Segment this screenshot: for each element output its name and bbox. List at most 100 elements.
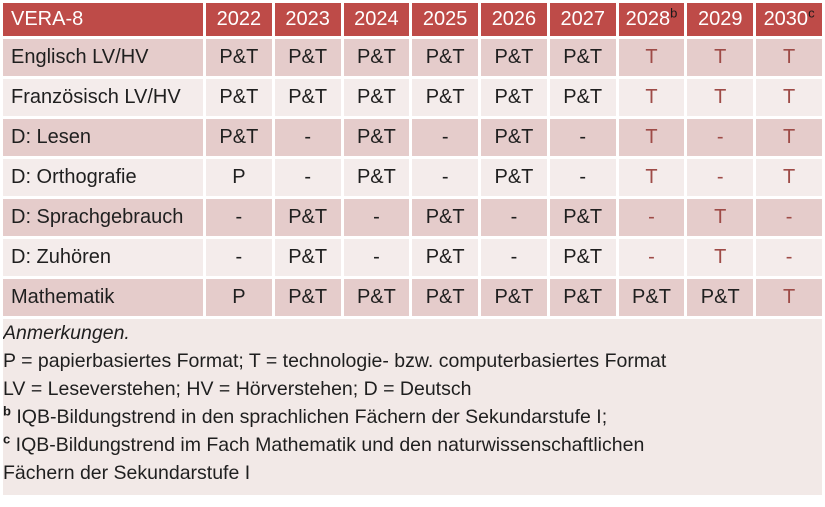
note-line: LV = Leseverstehen; HV = Hörverstehen; D… bbox=[3, 378, 472, 400]
format-cell: - bbox=[343, 239, 410, 276]
format-cell: P&T bbox=[412, 79, 479, 116]
table-row: D: Lesen P&T - P&T - P&T - T - T bbox=[3, 119, 822, 156]
format-cell: P&T bbox=[206, 119, 272, 156]
year-header: 2027 bbox=[549, 3, 616, 36]
row-label: Französisch LV/HV bbox=[3, 79, 203, 116]
format-cell: T bbox=[618, 79, 685, 116]
table-header-row: VERA-8 2022 2023 2024 2025 2026 2027 2028b 2029… bbox=[3, 3, 822, 36]
format-cell: P&T bbox=[618, 279, 685, 316]
format-cell: - bbox=[618, 239, 685, 276]
table-row: D: Sprachgebrauch - P&T - P&T - P&T - T - bbox=[3, 199, 822, 236]
format-cell: T bbox=[756, 159, 822, 196]
table-row: Französisch LV/HV P&T P&T P&T P&T P&T P&T T T T bbox=[3, 79, 822, 116]
format-cell: - bbox=[274, 159, 341, 196]
note-line: Fächern der Sekundarstufe I bbox=[3, 462, 251, 484]
format-cell: P&T bbox=[549, 39, 616, 76]
note-line: b IQB-Bildungstrend in den sprachlichen … bbox=[3, 403, 608, 429]
format-cell: - bbox=[481, 199, 547, 236]
format-cell: - bbox=[549, 159, 616, 196]
table-notes: Anmerkungen. P = papierbasiertes Format;… bbox=[3, 319, 822, 495]
format-cell: P&T bbox=[687, 279, 754, 316]
year-header: 2028b bbox=[618, 3, 685, 36]
format-cell: P&T bbox=[481, 279, 547, 316]
format-cell: - bbox=[687, 159, 754, 196]
year-header: 2029 bbox=[687, 3, 754, 36]
table-body: Englisch LV/HV P&T P&T P&T P&T P&T P&T T T T Franz… bbox=[3, 39, 822, 316]
format-cell: P&T bbox=[343, 279, 410, 316]
note-line: c IQB-Bildungstrend im Fach Mathematik u… bbox=[3, 431, 645, 457]
format-cell: P&T bbox=[274, 79, 341, 116]
notes-title: Anmerkungen. bbox=[3, 322, 130, 344]
year-header: 2022 bbox=[206, 3, 272, 36]
note-line: P = papierbasiertes Format; T = technolo… bbox=[3, 350, 667, 372]
note-footnote-marker: b bbox=[3, 403, 11, 419]
format-cell: - bbox=[343, 199, 410, 236]
format-cell: P&T bbox=[274, 39, 341, 76]
format-cell: P&T bbox=[481, 39, 547, 76]
format-cell: P&T bbox=[412, 279, 479, 316]
format-cell: T bbox=[618, 39, 685, 76]
format-cell: T bbox=[756, 39, 822, 76]
year-header: 2024 bbox=[343, 3, 410, 36]
table-row: D: Orthografie P - P&T - P&T - T - T bbox=[3, 159, 822, 196]
year-header: 2026 bbox=[481, 3, 547, 36]
format-cell: - bbox=[274, 119, 341, 156]
format-cell: P&T bbox=[549, 279, 616, 316]
format-cell: P&T bbox=[274, 199, 341, 236]
format-cell: P&T bbox=[343, 79, 410, 116]
format-cell: T bbox=[687, 239, 754, 276]
format-cell: P bbox=[206, 279, 272, 316]
table-corner-header: VERA-8 bbox=[3, 3, 203, 36]
format-cell: - bbox=[549, 119, 616, 156]
row-label: Englisch LV/HV bbox=[3, 39, 203, 76]
row-label: Mathematik bbox=[3, 279, 203, 316]
format-cell: - bbox=[618, 199, 685, 236]
table-row: Englisch LV/HV P&T P&T P&T P&T P&T P&T T T T bbox=[3, 39, 822, 76]
header-footnote-marker: b bbox=[670, 5, 678, 21]
table-row: Mathematik P P&T P&T P&T P&T P&T P&T P&T T bbox=[3, 279, 822, 316]
format-cell: P&T bbox=[412, 199, 479, 236]
format-cell: P&T bbox=[343, 39, 410, 76]
format-cell: - bbox=[756, 199, 822, 236]
format-cell: - bbox=[687, 119, 754, 156]
format-cell: T bbox=[687, 79, 754, 116]
row-label: D: Sprachgebrauch bbox=[3, 199, 203, 236]
format-cell: P&T bbox=[343, 119, 410, 156]
format-cell: P&T bbox=[343, 159, 410, 196]
format-cell: P&T bbox=[549, 199, 616, 236]
format-cell: P&T bbox=[274, 279, 341, 316]
format-cell: - bbox=[206, 199, 272, 236]
format-cell: - bbox=[206, 239, 272, 276]
format-cell: P&T bbox=[549, 239, 616, 276]
format-cell: T bbox=[756, 119, 822, 156]
year-header: 2030c bbox=[756, 3, 822, 36]
format-cell: T bbox=[618, 159, 685, 196]
format-cell: - bbox=[412, 159, 479, 196]
format-cell: P&T bbox=[206, 79, 272, 116]
format-cell: - bbox=[412, 119, 479, 156]
format-cell: P&T bbox=[481, 119, 547, 156]
note-footnote-marker: c bbox=[3, 431, 11, 447]
format-cell: - bbox=[481, 239, 547, 276]
format-cell: P&T bbox=[481, 79, 547, 116]
format-cell: P&T bbox=[274, 239, 341, 276]
format-cell: P&T bbox=[481, 159, 547, 196]
format-cell: P bbox=[206, 159, 272, 196]
row-label: D: Zuhören bbox=[3, 239, 203, 276]
notes-row: Anmerkungen. P = papierbasiertes Format;… bbox=[3, 319, 822, 495]
format-cell: - bbox=[756, 239, 822, 276]
format-cell: P&T bbox=[412, 39, 479, 76]
row-label: D: Lesen bbox=[3, 119, 203, 156]
format-cell: T bbox=[687, 199, 754, 236]
header-footnote-marker: c bbox=[808, 5, 815, 21]
format-cell: T bbox=[687, 39, 754, 76]
format-cell: P&T bbox=[206, 39, 272, 76]
format-cell: P&T bbox=[412, 239, 479, 276]
table-row: D: Zuhören - P&T - P&T - P&T - T - bbox=[3, 239, 822, 276]
format-cell: P&T bbox=[549, 79, 616, 116]
format-cell: T bbox=[756, 79, 822, 116]
format-cell: T bbox=[618, 119, 685, 156]
format-cell: T bbox=[756, 279, 822, 316]
